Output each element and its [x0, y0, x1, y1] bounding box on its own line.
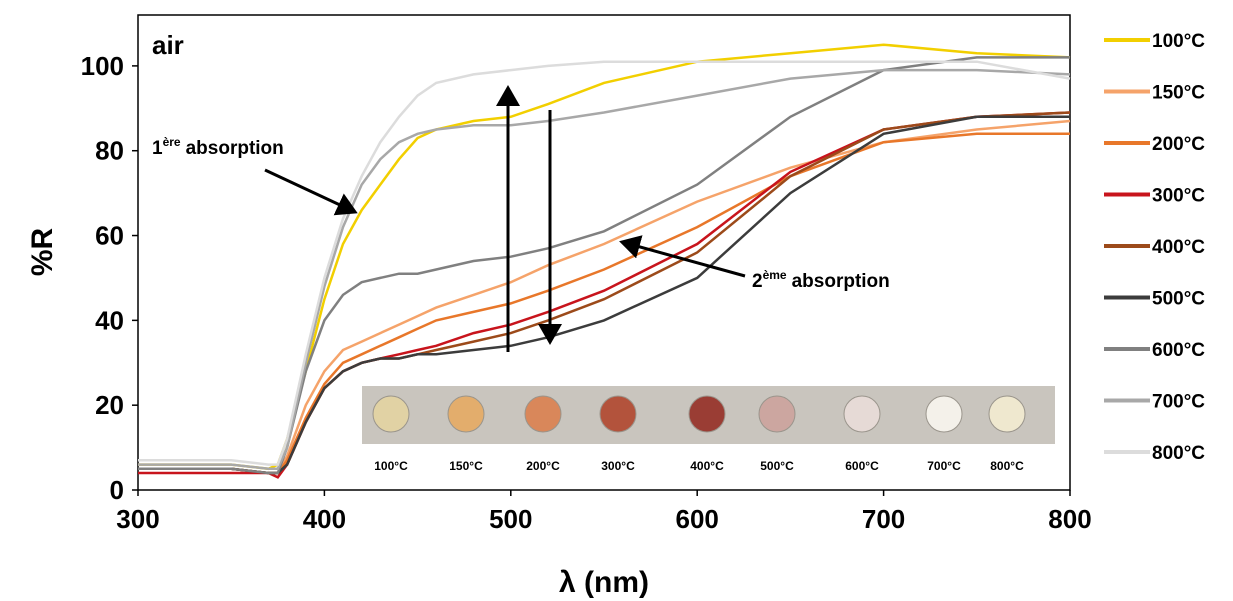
pellet [925, 395, 963, 433]
annotation-number: 1 [152, 138, 163, 159]
pellet [372, 395, 410, 433]
legend-label: 200°C [1152, 134, 1205, 155]
inset-label: 600°C [845, 459, 879, 473]
pellet [988, 395, 1026, 433]
inset-label: 150°C [449, 459, 483, 473]
pellet [599, 395, 637, 433]
inset-label: 800°C [990, 459, 1024, 473]
arrow [264, 168, 358, 216]
plot-frame [137, 14, 1071, 491]
pellet [524, 395, 562, 433]
annotation-number: 2 [752, 271, 763, 292]
annotation-text: absorption [186, 138, 284, 159]
y-tick-label: 40 [95, 305, 124, 335]
pellet [688, 395, 726, 433]
pellet [843, 395, 881, 433]
series-line [138, 60, 1071, 466]
legend-label: 600°C [1152, 340, 1205, 361]
x-axis-label: λ (nm) [559, 566, 649, 599]
series-line [138, 115, 1070, 475]
y-tick-label: 80 [95, 136, 124, 166]
y-tick-label: 0 [110, 475, 124, 505]
series-line [138, 68, 1071, 471]
pellet [758, 395, 796, 433]
inset-label: 300°C [601, 459, 635, 473]
annotation-text: absorption [792, 271, 890, 292]
legend-label: 150°C [1152, 83, 1205, 104]
inset-label: 500°C [760, 459, 794, 473]
annotation-superscript: ère [163, 135, 181, 149]
inset-label: 200°C [526, 459, 560, 473]
x-tick-label: 700 [862, 504, 905, 534]
series-line [138, 111, 1071, 479]
lines [138, 43, 1071, 479]
annotation: 2ème absorption [752, 268, 890, 292]
series-line [138, 132, 1070, 475]
x-tick-label: 300 [116, 504, 159, 534]
inset-label: 400°C [690, 459, 724, 473]
x-tick-label: 600 [676, 504, 719, 534]
y-tick-label: 100 [81, 51, 124, 81]
legend-label: 400°C [1152, 237, 1205, 258]
legend-label: 100°C [1152, 31, 1205, 52]
y-tick-label: 60 [95, 221, 124, 251]
arrow [619, 235, 746, 278]
pellet [447, 395, 485, 433]
legend-label: 500°C [1152, 289, 1205, 310]
inset-label: 700°C [927, 459, 961, 473]
legend-label: 800°C [1152, 443, 1205, 464]
x-tick-label: 500 [489, 504, 532, 534]
inset-label: 100°C [374, 459, 408, 473]
legend-label: 300°C [1152, 186, 1205, 207]
legend-label: 700°C [1152, 392, 1205, 413]
x-tick-label: 800 [1048, 504, 1091, 534]
inset: 100°C 150°C 200°C 300°C 400°C 500°C 600°C 700°C… [372, 395, 1026, 473]
annotation: 1ère absorption [152, 135, 284, 159]
x-tick-label: 400 [303, 504, 346, 534]
annotation-superscript: ème [763, 268, 787, 282]
y-tick-label: 20 [95, 390, 124, 420]
annotation: air [152, 30, 184, 60]
y-axis-label: %R [26, 227, 59, 276]
